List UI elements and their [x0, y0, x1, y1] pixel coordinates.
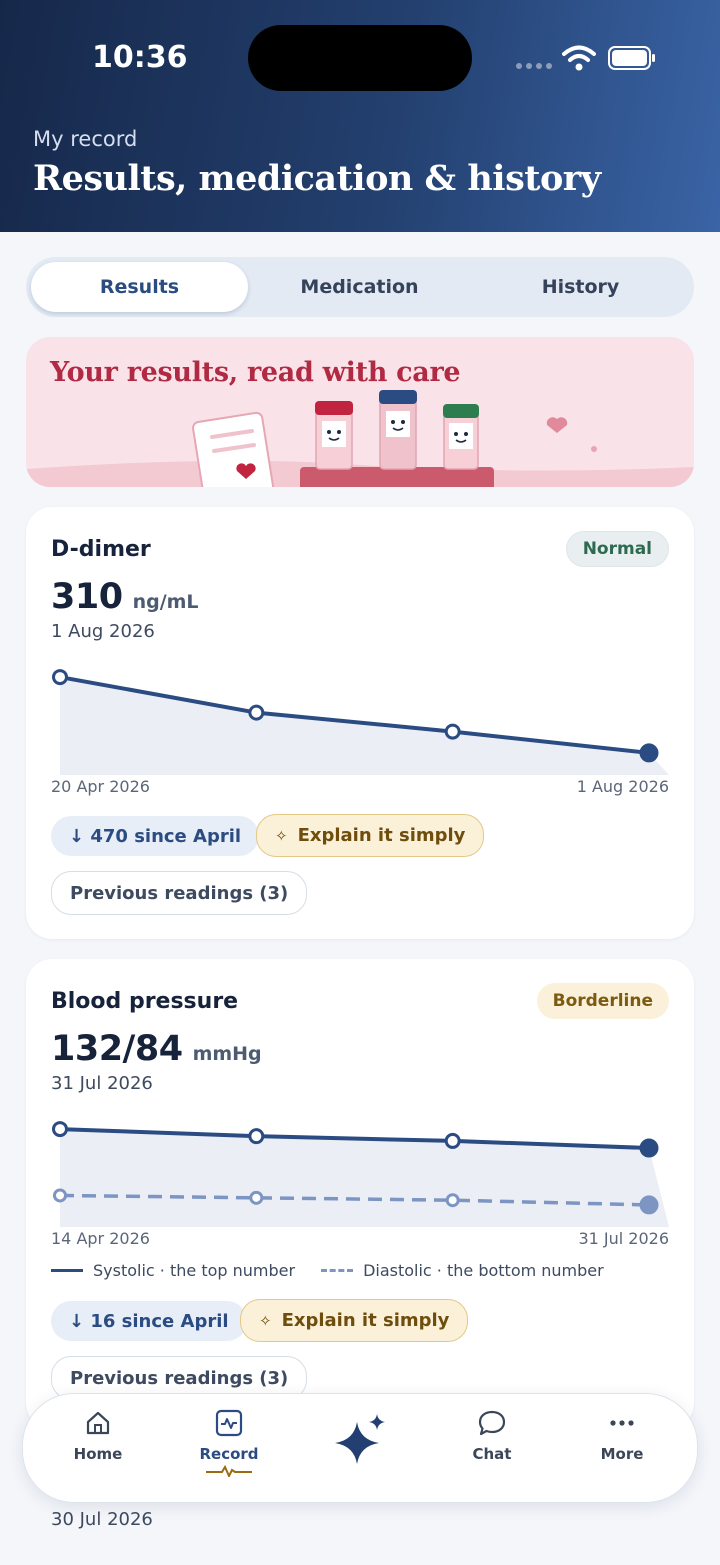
tab-results[interactable]: Results [31, 262, 248, 312]
data-point[interactable] [248, 1128, 265, 1145]
sparkle-icon [335, 1414, 385, 1464]
trend-chart [52, 669, 669, 775]
result-unit: ng/mL [132, 591, 199, 613]
data-point[interactable] [639, 1195, 659, 1215]
change-badge: ↓ 470 since April [51, 816, 260, 856]
axis-start-label: 20 Apr 2026 [51, 777, 150, 796]
nav-home[interactable]: Home [43, 1408, 153, 1463]
vial-blue-icon [379, 390, 417, 470]
series-area [60, 1129, 669, 1227]
battery-icon [608, 46, 655, 70]
bottom-nav: Home Record Chat More [22, 1393, 698, 1503]
data-point[interactable] [444, 1132, 461, 1149]
status-badge: Borderline [536, 983, 669, 1019]
previous-readings-button[interactable]: Previous readings (3) [51, 1356, 308, 1400]
explain-button[interactable]: ✧ Explain it simply [256, 814, 485, 857]
explain-button[interactable]: ✧ Explain it simply [240, 1299, 469, 1342]
result-card-blood-pressure[interactable]: Blood pressure Borderline 132/84 mmHg 31… [26, 959, 694, 1429]
series-line [59, 675, 650, 755]
sparkle-icon: ✧ [259, 1311, 272, 1330]
data-point[interactable] [639, 743, 659, 763]
tab-history[interactable]: History [541, 276, 620, 298]
legend-systolic: Systolic · the top number [93, 1261, 296, 1280]
status-time: 10:36 [92, 40, 188, 75]
legend-diastolic: Diastolic · the bottom number [363, 1261, 604, 1280]
nav-record[interactable]: Record [174, 1408, 284, 1477]
data-point[interactable] [52, 669, 68, 686]
heart-icon [546, 417, 568, 433]
active-indicator-icon [206, 1465, 252, 1477]
data-point[interactable] [445, 1193, 460, 1208]
data-point[interactable] [52, 1121, 68, 1138]
cellular-signal-icon [516, 63, 552, 69]
result-date: 31 Jul 2026 [51, 1073, 153, 1094]
home-icon [86, 1411, 110, 1435]
banner-illustration [26, 390, 694, 487]
axis-end-label: 31 Jul 2026 [578, 1229, 669, 1248]
series-area [60, 677, 669, 775]
chat-icon [478, 1410, 506, 1436]
wifi-icon [562, 45, 596, 71]
nav-chat[interactable]: Chat [437, 1408, 547, 1463]
sparkle-icon: ✧ [275, 826, 288, 845]
result-date: 1 Aug 2026 [51, 621, 155, 642]
tab-medication[interactable]: Medication [300, 276, 419, 298]
data-point[interactable] [639, 1138, 659, 1158]
data-point[interactable] [249, 1190, 264, 1205]
data-point[interactable] [53, 1188, 67, 1203]
change-badge: ↓ 16 since April [51, 1301, 247, 1341]
series-line [59, 1127, 650, 1151]
axis-end-label: 1 Aug 2026 [576, 777, 669, 796]
result-title: D-dimer [51, 537, 151, 562]
record-icon [215, 1409, 243, 1437]
nav-more[interactable]: More [567, 1408, 677, 1463]
legend-swatch-dashed [321, 1269, 354, 1272]
series-line [59, 1193, 650, 1207]
report-sheet-icon [192, 411, 274, 487]
page-eyebrow: My record [33, 127, 138, 151]
vial-red-icon [315, 401, 353, 470]
more-icon [610, 1420, 634, 1426]
result-title: Blood pressure [51, 989, 239, 1014]
chart-legend: Systolic · the top number Diastolic · th… [51, 1261, 604, 1280]
data-point[interactable] [248, 704, 265, 721]
result-unit: mmHg [192, 1043, 262, 1065]
vial-green-icon [443, 404, 479, 470]
status-badge: Normal [565, 531, 669, 567]
legend-swatch-solid [51, 1269, 83, 1272]
trend-chart [52, 1121, 669, 1227]
tab-bar: Results Medication History [26, 257, 694, 317]
dynamic-island [248, 25, 472, 91]
nav-assistant[interactable] [306, 1412, 416, 1472]
next-card-date: 30 Jul 2026 [51, 1509, 153, 1530]
result-card-d-dimer[interactable]: D-dimer Normal 310 ng/mL 1 Aug 2026 20 A… [26, 507, 694, 939]
axis-start-label: 14 Apr 2026 [51, 1229, 150, 1248]
result-value: 310 [51, 577, 123, 617]
result-value: 132/84 [51, 1029, 183, 1069]
header: 10:36 My record Results, medication & hi… [0, 0, 720, 232]
data-point[interactable] [444, 723, 461, 740]
page-title: Results, medication & history [33, 158, 601, 199]
previous-readings-button[interactable]: Previous readings (3) [51, 871, 308, 915]
banner-title: Your results, read with care [50, 357, 461, 388]
results-banner: Your results, read with care [26, 337, 694, 487]
